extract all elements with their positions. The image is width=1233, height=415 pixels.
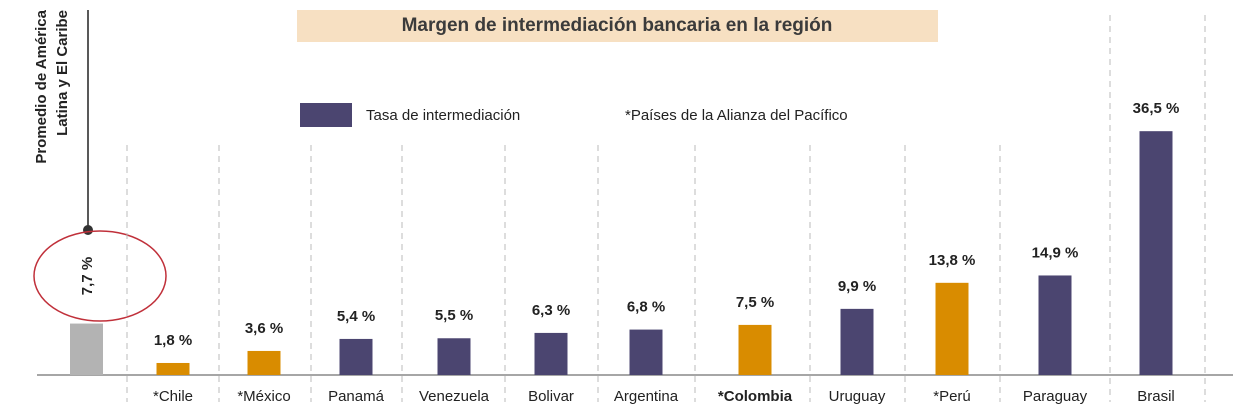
bar: [156, 362, 190, 375]
average-bar: [70, 323, 103, 375]
category-label: Brasil: [1137, 388, 1175, 405]
bar: [738, 324, 772, 375]
category-label: Argentina: [614, 388, 679, 405]
note: *Países de la Alianza del Pacífico: [625, 107, 848, 124]
title-box: [297, 10, 938, 42]
category-label: *Perú: [933, 388, 971, 405]
bar: [935, 282, 969, 375]
bar: [1139, 131, 1173, 375]
category-label: Paraguay: [1023, 388, 1088, 405]
category-label: Panamá: [328, 388, 385, 405]
value-label: 5,5 %: [435, 307, 473, 324]
legend-swatch: [300, 103, 352, 127]
pointer-dot: [83, 225, 93, 235]
bar: [840, 308, 874, 375]
bar: [339, 338, 373, 375]
bar: [1038, 275, 1072, 375]
value-label: 13,8 %: [929, 252, 976, 269]
value-label: 7,5 %: [736, 294, 774, 311]
bar: [247, 350, 281, 375]
category-label: *México: [237, 388, 290, 405]
bar: [437, 338, 471, 375]
value-label: 1,8 %: [154, 332, 192, 349]
value-label: 9,9 %: [838, 278, 876, 295]
highlight-ellipse: [33, 230, 167, 322]
category-label: *Chile: [153, 388, 193, 405]
legend-label: Tasa de intermediación: [366, 107, 520, 124]
value-label: 36,5 %: [1133, 100, 1180, 117]
chart-title: Margen de intermediación bancaria en la …: [402, 15, 833, 36]
value-label: 6,3 %: [532, 302, 570, 319]
category-label: Uruguay: [829, 388, 886, 405]
category-label: Bolivar: [528, 388, 574, 405]
category-label: *Colombia: [718, 388, 793, 405]
value-label: 5,4 %: [337, 308, 375, 325]
bar: [534, 332, 568, 375]
value-label: 14,9 %: [1032, 244, 1079, 261]
category-label: Venezuela: [419, 388, 490, 405]
average-label: Latina y El Caribe: [54, 10, 71, 136]
average-value-label: 7,7 %: [79, 257, 96, 295]
average-label: Promedio de América: [33, 9, 50, 163]
value-label: 6,8 %: [627, 299, 665, 316]
value-label: 3,6 %: [245, 320, 283, 337]
bar: [629, 329, 663, 375]
